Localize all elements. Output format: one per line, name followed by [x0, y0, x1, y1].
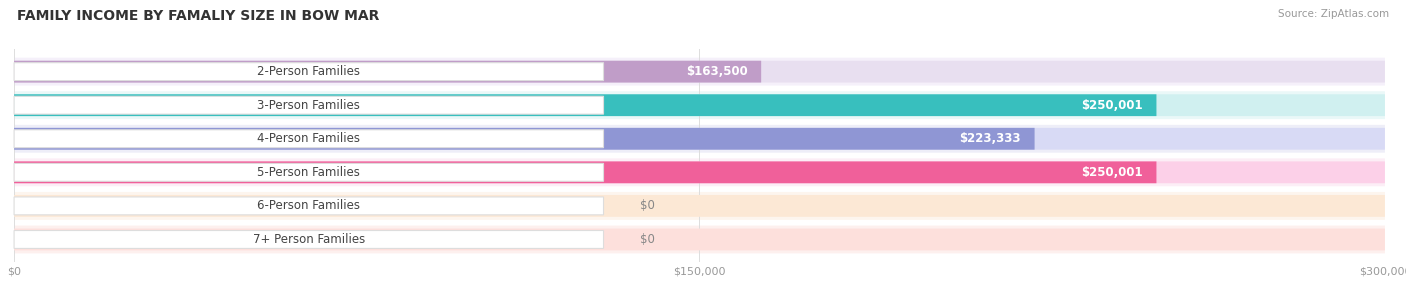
- FancyBboxPatch shape: [14, 58, 1385, 86]
- FancyBboxPatch shape: [14, 163, 603, 181]
- FancyBboxPatch shape: [14, 195, 1385, 217]
- FancyBboxPatch shape: [14, 94, 1157, 116]
- Text: $0: $0: [640, 199, 655, 212]
- FancyBboxPatch shape: [14, 63, 603, 81]
- Text: Source: ZipAtlas.com: Source: ZipAtlas.com: [1278, 9, 1389, 19]
- Text: 5-Person Families: 5-Person Families: [257, 166, 360, 179]
- FancyBboxPatch shape: [14, 231, 603, 248]
- Text: $223,333: $223,333: [959, 132, 1021, 145]
- Text: $250,001: $250,001: [1081, 99, 1143, 112]
- FancyBboxPatch shape: [14, 192, 1385, 220]
- FancyBboxPatch shape: [14, 61, 761, 83]
- FancyBboxPatch shape: [14, 128, 1035, 150]
- Text: $0: $0: [640, 233, 655, 246]
- FancyBboxPatch shape: [14, 96, 603, 114]
- FancyBboxPatch shape: [14, 61, 1385, 83]
- FancyBboxPatch shape: [14, 197, 603, 215]
- FancyBboxPatch shape: [14, 161, 1385, 183]
- FancyBboxPatch shape: [14, 91, 1385, 119]
- Text: FAMILY INCOME BY FAMALIY SIZE IN BOW MAR: FAMILY INCOME BY FAMALIY SIZE IN BOW MAR: [17, 9, 380, 23]
- FancyBboxPatch shape: [14, 158, 1385, 186]
- FancyBboxPatch shape: [14, 228, 1385, 250]
- FancyBboxPatch shape: [14, 128, 1385, 150]
- Text: $250,001: $250,001: [1081, 166, 1143, 179]
- Text: 3-Person Families: 3-Person Families: [257, 99, 360, 112]
- Text: 2-Person Families: 2-Person Families: [257, 65, 360, 78]
- Text: 7+ Person Families: 7+ Person Families: [253, 233, 366, 246]
- Text: 4-Person Families: 4-Person Families: [257, 132, 360, 145]
- Text: 6-Person Families: 6-Person Families: [257, 199, 360, 212]
- FancyBboxPatch shape: [14, 125, 1385, 153]
- Text: $163,500: $163,500: [686, 65, 748, 78]
- FancyBboxPatch shape: [14, 161, 1157, 183]
- FancyBboxPatch shape: [14, 130, 603, 148]
- FancyBboxPatch shape: [14, 225, 1385, 253]
- FancyBboxPatch shape: [14, 94, 1385, 116]
